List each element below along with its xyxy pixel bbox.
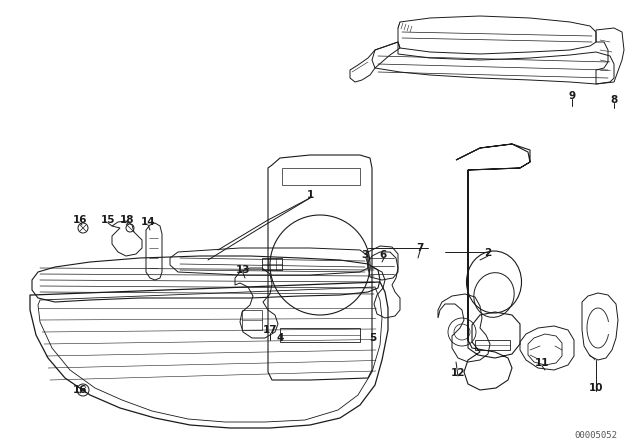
Text: 11: 11 (535, 358, 549, 368)
Text: 10: 10 (589, 383, 604, 393)
Text: 16: 16 (73, 385, 87, 395)
Text: 3: 3 (362, 250, 369, 260)
Text: 12: 12 (451, 368, 465, 378)
Text: 15: 15 (100, 215, 115, 225)
Text: 1: 1 (307, 190, 314, 200)
Text: 5: 5 (369, 333, 376, 343)
Text: 17: 17 (262, 325, 277, 335)
Text: 16: 16 (73, 215, 87, 225)
Text: 6: 6 (380, 250, 387, 260)
Text: 14: 14 (141, 217, 156, 227)
Text: 2: 2 (484, 248, 492, 258)
Text: 9: 9 (568, 91, 575, 101)
Text: 4: 4 (276, 333, 284, 343)
Text: 18: 18 (120, 215, 134, 225)
Text: 8: 8 (611, 95, 618, 105)
Text: 00005052: 00005052 (575, 431, 618, 440)
Text: 7: 7 (416, 243, 424, 253)
Text: 13: 13 (236, 265, 250, 275)
